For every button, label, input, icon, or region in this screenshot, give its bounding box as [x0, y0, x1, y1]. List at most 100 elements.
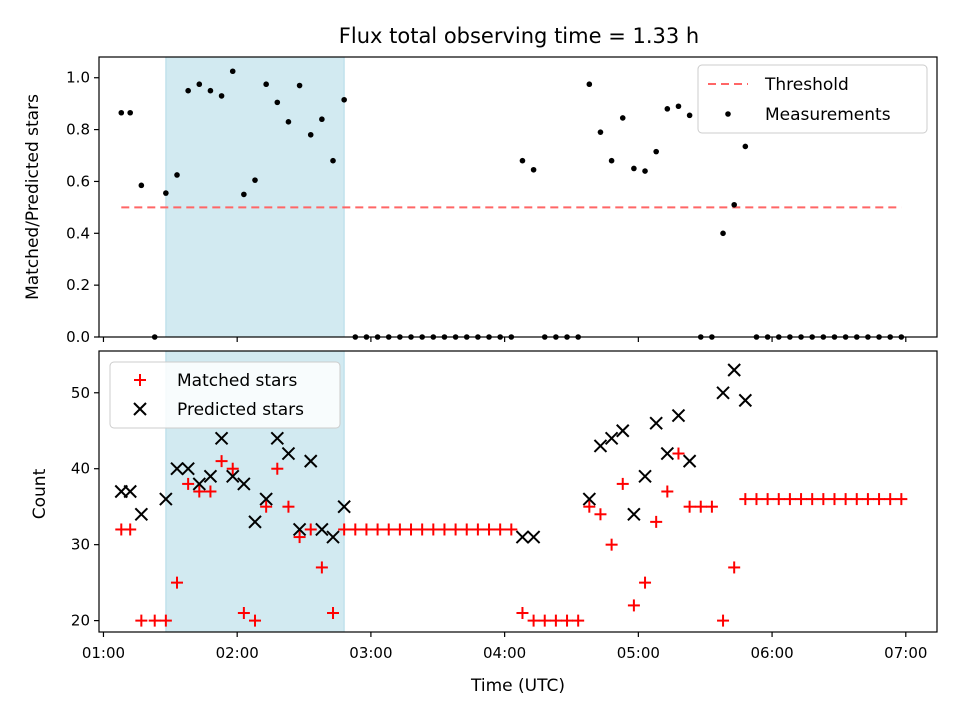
- bottom-legend-box: [109, 361, 341, 429]
- predicted-star-marker: [170, 462, 184, 476]
- matched-star-marker: [828, 493, 841, 506]
- legend-matched-swatch: [134, 374, 146, 386]
- measurement-point: [530, 166, 537, 173]
- predicted-star-marker: [237, 477, 251, 491]
- measurement-point: [608, 157, 615, 164]
- predicted-star-marker: [738, 393, 753, 408]
- predicted-star-marker: [649, 416, 663, 430]
- matched-star-marker: [884, 493, 897, 506]
- predicted-star-marker: [159, 492, 173, 506]
- measurement-point: [285, 119, 292, 125]
- predicted-star-marker: [627, 507, 641, 521]
- matched-star-marker: [839, 493, 852, 506]
- matched-star-marker: [705, 500, 718, 513]
- top-y-tick-label: 1.0: [66, 69, 90, 87]
- predicted-star-marker: [181, 462, 195, 476]
- ratio-panel: Flux total observing time = 1.33 h 0.00.…: [23, 24, 938, 346]
- x-tick-label: 01:00: [82, 644, 125, 662]
- matched-points: [115, 447, 908, 627]
- bottom-y-tick-label: 50: [71, 384, 90, 402]
- measurement-point: [296, 82, 303, 89]
- legend-measurement-label: Measurements: [765, 105, 891, 125]
- measurement-point: [274, 99, 281, 106]
- matched-star-marker: [249, 614, 262, 627]
- top-legend: Threshold Measurements: [697, 64, 928, 134]
- matched-star-marker: [850, 493, 863, 506]
- matched-star-marker: [471, 523, 484, 536]
- predicted-star-marker: [671, 408, 686, 423]
- matched-star-marker: [382, 523, 395, 536]
- predicted-star-marker: [259, 492, 273, 506]
- matched-star-marker: [237, 607, 250, 620]
- matched-star-marker: [204, 485, 217, 498]
- matched-star-marker: [449, 523, 462, 536]
- measurement-point: [586, 81, 593, 88]
- measurement-point: [742, 143, 749, 150]
- legend-predicted-swatch: [133, 402, 147, 416]
- matched-star-marker: [338, 523, 351, 536]
- predicted-star-marker: [616, 424, 630, 438]
- matched-star-marker: [728, 561, 741, 574]
- top-y-tick-label: 0.2: [66, 276, 90, 294]
- observing-span-top: [165, 56, 345, 338]
- predicted-star-marker: [660, 446, 675, 461]
- matched-star-marker: [349, 523, 362, 536]
- x-axis-label: Time (UTC): [470, 676, 565, 696]
- measurement-point: [519, 157, 526, 164]
- matched-star-marker: [360, 523, 373, 536]
- predicted-star-marker: [315, 522, 329, 537]
- legend-measurement-swatch: [725, 111, 731, 117]
- predicted-star-marker: [281, 446, 296, 461]
- matched-star-marker: [772, 493, 785, 506]
- top-y-axis-label: Matched/Predicted stars: [23, 94, 43, 300]
- measurement-point: [341, 96, 347, 103]
- top-y-ticks: 0.0 0.2 0.4 0.6 0.8 1.0: [66, 69, 99, 346]
- matched-star-marker: [494, 523, 507, 536]
- measurement-point: [720, 230, 726, 237]
- matched-star-marker: [650, 515, 663, 528]
- predicted-star-marker: [515, 530, 530, 544]
- predicted-star-marker: [638, 469, 652, 484]
- measurement-point: [731, 201, 737, 208]
- predicted-star-marker: [304, 454, 318, 468]
- measurement-point: [319, 116, 325, 123]
- matched-star-marker: [538, 614, 551, 627]
- matched-star-marker: [327, 607, 340, 620]
- measurement-point: [642, 168, 648, 174]
- measurement-point: [174, 172, 180, 178]
- measurement-point: [675, 103, 682, 110]
- matched-star-marker: [371, 523, 384, 536]
- measurement-point: [207, 87, 214, 94]
- matched-star-marker: [561, 614, 574, 627]
- matched-star-marker: [616, 477, 629, 490]
- bottom-y-tick-label: 40: [71, 460, 90, 478]
- matched-star-marker: [572, 614, 585, 627]
- measurement-point: [185, 87, 191, 94]
- measurement-point: [664, 106, 671, 112]
- measurement-point: [686, 112, 693, 119]
- predicted-star-marker: [682, 454, 697, 468]
- predicted-star-marker: [326, 530, 340, 544]
- matched-star-marker: [516, 607, 529, 620]
- top-x-ticks: [102, 337, 907, 342]
- legend-predicted-label: Predicted stars: [177, 400, 304, 420]
- predicted-star-marker: [203, 469, 218, 484]
- top-y-tick-label: 0.4: [66, 224, 90, 242]
- predicted-star-marker: [123, 484, 137, 499]
- measurement-point: [263, 81, 269, 88]
- chart-title: Flux total observing time = 1.33 h: [339, 24, 699, 48]
- matched-star-marker: [527, 614, 540, 627]
- matched-star-marker: [260, 500, 273, 513]
- legend-matched-label: Matched stars: [177, 371, 297, 391]
- top-legend-box: [697, 64, 928, 134]
- matched-star-marker: [661, 485, 674, 498]
- matched-star-marker: [315, 561, 328, 574]
- measurement-point: [252, 177, 258, 183]
- measurement-point: [163, 190, 169, 196]
- bottom-y-tick-label: 20: [71, 612, 90, 630]
- matched-star-marker: [226, 462, 239, 475]
- matched-star-marker: [795, 493, 808, 506]
- matched-star-marker: [717, 614, 730, 627]
